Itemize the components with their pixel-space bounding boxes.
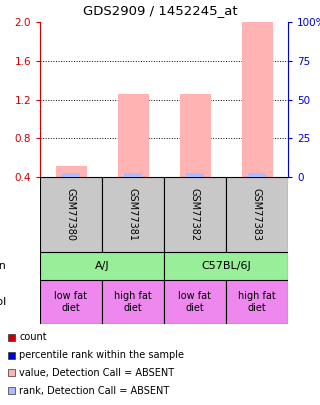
- Bar: [164, 280, 226, 324]
- Text: count: count: [19, 333, 47, 342]
- Bar: [226, 280, 288, 324]
- Text: low fat
diet: low fat diet: [54, 291, 87, 313]
- Text: protocol: protocol: [0, 297, 6, 307]
- Bar: [102, 280, 164, 324]
- Text: value, Detection Call = ABSENT: value, Detection Call = ABSENT: [19, 368, 174, 378]
- Text: GSM77382: GSM77382: [190, 188, 200, 241]
- Bar: [248, 173, 266, 177]
- Bar: [226, 177, 288, 252]
- Bar: [186, 173, 204, 177]
- Text: high fat
diet: high fat diet: [238, 291, 276, 313]
- Bar: [8, 387, 15, 394]
- Text: GSM77380: GSM77380: [66, 188, 76, 241]
- Bar: [164, 177, 226, 252]
- Text: strain: strain: [0, 261, 6, 271]
- Text: A/J: A/J: [95, 261, 109, 271]
- Bar: [40, 252, 164, 280]
- Bar: [40, 177, 102, 252]
- Bar: [8, 352, 15, 358]
- Bar: [62, 173, 80, 177]
- Bar: [55, 166, 86, 177]
- Text: GSM77381: GSM77381: [128, 188, 138, 241]
- Text: high fat
diet: high fat diet: [114, 291, 152, 313]
- Bar: [8, 334, 15, 341]
- Bar: [242, 22, 273, 177]
- Bar: [117, 94, 148, 177]
- Text: percentile rank within the sample: percentile rank within the sample: [19, 350, 184, 360]
- Text: GDS2909 / 1452245_at: GDS2909 / 1452245_at: [83, 4, 237, 17]
- Bar: [40, 280, 102, 324]
- Text: GSM77383: GSM77383: [252, 188, 262, 241]
- Text: C57BL/6J: C57BL/6J: [201, 261, 251, 271]
- Bar: [180, 94, 211, 177]
- Bar: [8, 369, 15, 376]
- Bar: [164, 252, 288, 280]
- Text: rank, Detection Call = ABSENT: rank, Detection Call = ABSENT: [19, 386, 169, 396]
- Text: low fat
diet: low fat diet: [179, 291, 212, 313]
- Bar: [124, 173, 142, 177]
- Bar: [102, 177, 164, 252]
